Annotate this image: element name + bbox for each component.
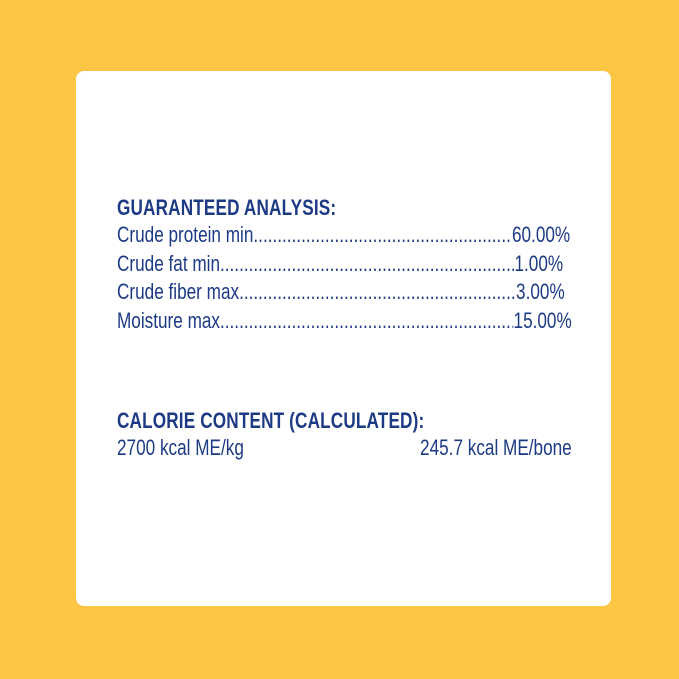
- analysis-row: Crude protein min 60.00%: [117, 221, 570, 250]
- row-label: Crude fat min: [117, 250, 221, 276]
- row-label: Crude fiber max: [117, 279, 240, 304]
- calorie-row: 2700 kcal ME/kg 245.7 kcal ME/bone: [117, 434, 572, 462]
- row-value: 1.00%: [514, 250, 564, 276]
- row-value: 60.00%: [511, 222, 571, 247]
- kcal-per-bone: 245.7 kcal ME/bone: [420, 435, 572, 460]
- calorie-content-title: CALORIE CONTENT (CALCULATED):: [117, 408, 425, 433]
- row-label: Moisture max: [117, 307, 220, 333]
- dot-leader: [220, 307, 514, 336]
- row-value: 15.00%: [513, 307, 572, 333]
- guaranteed-analysis: GUARANTEED ANALYSIS: Crude protein min 6…: [117, 195, 572, 336]
- calorie-content: CALORIE CONTENT (CALCULATED): 2700 kcal …: [117, 408, 572, 462]
- kcal-per-kg: 2700 kcal ME/kg: [117, 435, 244, 460]
- dot-leader: [239, 278, 516, 307]
- row-label: Crude protein min: [117, 222, 254, 247]
- dot-leader: [220, 250, 514, 279]
- dot-leader: [253, 221, 512, 250]
- row-value: 3.00%: [516, 279, 565, 304]
- analysis-row: Moisture max 15.00%: [117, 307, 572, 336]
- guaranteed-analysis-title: GUARANTEED ANALYSIS:: [117, 195, 337, 220]
- analysis-row: Crude fiber max 3.00%: [117, 278, 565, 307]
- info-card: GUARANTEED ANALYSIS: Crude protein min 6…: [76, 71, 611, 606]
- analysis-row: Crude fat min 1.00%: [117, 250, 563, 279]
